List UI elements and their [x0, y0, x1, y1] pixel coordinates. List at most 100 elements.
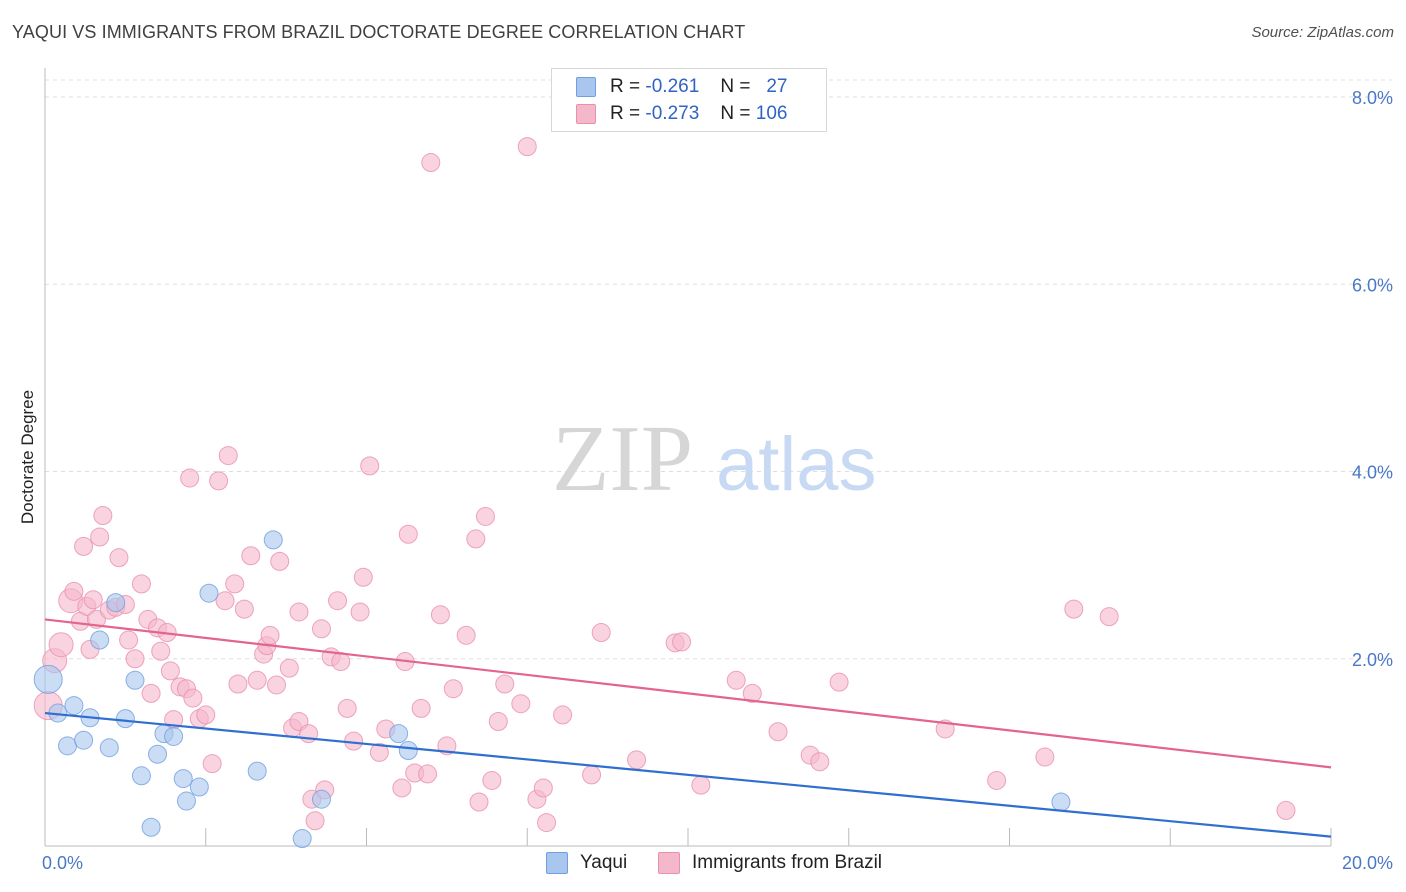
- y-tick-label: 2.0%: [1352, 650, 1393, 670]
- brazil-point: [582, 765, 602, 785]
- yaqui-point: [115, 709, 135, 729]
- yaqui-point: [74, 730, 94, 750]
- brazil-point: [469, 792, 489, 812]
- legend-r-value: -0.261: [645, 76, 700, 97]
- yaqui-swatch: [576, 77, 596, 97]
- chart-title: YAQUI VS IMMIGRANTS FROM BRAZIL DOCTORAT…: [12, 22, 746, 42]
- brazil-point: [270, 551, 290, 571]
- brazil-legend-swatch: [658, 852, 680, 874]
- y-axis-label: Doctorate Degree: [18, 390, 37, 524]
- yaqui-trend-line: [44, 711, 1332, 838]
- brazil-point: [1064, 599, 1084, 619]
- legend-label-yaqui: Yaqui: [580, 852, 628, 873]
- brazil-point: [74, 536, 94, 556]
- legend-n-value: 106: [755, 103, 788, 124]
- brazil-point: [131, 574, 151, 594]
- brazil-point: [247, 670, 267, 690]
- brazil-point: [350, 602, 370, 622]
- brazil-point: [305, 811, 325, 831]
- legend-item-brazil[interactable]: Immigrants from Brazil: [658, 852, 882, 874]
- yaqui-point: [292, 829, 312, 849]
- yaqui-point: [131, 766, 151, 786]
- y-tick-label: 6.0%: [1352, 275, 1393, 295]
- brazil-point: [279, 658, 299, 678]
- yaqui-point: [58, 736, 78, 756]
- watermark-zip: ZIP: [552, 407, 693, 511]
- brazil-point: [260, 625, 280, 645]
- brazil-point: [337, 698, 357, 718]
- brazil-point: [987, 770, 1007, 790]
- brazil-point: [482, 770, 502, 790]
- brazil-point: [180, 468, 200, 488]
- brazil-point: [64, 581, 84, 601]
- y-tick-label: 8.0%: [1352, 88, 1393, 108]
- series-legend: Yaqui Immigrants from Brazil: [0, 852, 1406, 878]
- brazil-point: [627, 750, 647, 770]
- brazil-swatch: [576, 104, 596, 124]
- brazil-point: [411, 698, 431, 718]
- legend-r-label: R =: [610, 103, 641, 124]
- yaqui-point: [199, 583, 219, 603]
- brazil-point: [517, 137, 537, 157]
- brazil-point: [398, 524, 418, 544]
- brazil-point: [353, 567, 373, 587]
- legend-item-yaqui[interactable]: Yaqui: [546, 852, 627, 874]
- brazil-point: [488, 711, 508, 731]
- yaqui-point: [176, 791, 196, 811]
- yaqui-point: [99, 738, 119, 758]
- brazil-point: [196, 705, 216, 725]
- brazil-point: [1276, 800, 1296, 820]
- brazil-point: [109, 548, 129, 568]
- brazil-point: [829, 672, 849, 692]
- trend-lines: [44, 618, 1332, 838]
- brazil-point: [83, 590, 103, 610]
- brazil-point: [215, 591, 235, 611]
- brazil-point: [266, 675, 286, 695]
- brazil-point: [160, 661, 180, 681]
- brazil-point: [726, 670, 746, 690]
- brazil-point: [421, 153, 441, 173]
- brazil-point: [141, 683, 161, 703]
- brazil-point: [537, 813, 557, 833]
- source-credit: Source: ZipAtlas.com: [1251, 24, 1394, 41]
- stats-legend: R = -0.261 N = 27 R = -0.273 N = 106: [551, 68, 827, 132]
- brazil-point: [369, 742, 389, 762]
- brazil-point: [392, 778, 412, 798]
- brazil-point: [119, 630, 139, 650]
- yaqui-point: [90, 630, 110, 650]
- y-tick-label: 4.0%: [1352, 463, 1393, 483]
- brazil-point: [225, 574, 245, 594]
- yaqui-point: [173, 769, 193, 789]
- x-tick-label-max: 20.0%: [1342, 853, 1393, 873]
- yaqui-legend-swatch: [546, 852, 568, 874]
- legend-r-label: R =: [610, 76, 641, 97]
- brazil-point: [209, 471, 229, 491]
- yaqui-point: [398, 741, 418, 761]
- brazil-point: [90, 527, 110, 547]
- brazil-point: [311, 619, 331, 639]
- brazil-point: [183, 688, 203, 708]
- yaqui-point: [189, 777, 209, 797]
- brazil-point: [672, 632, 692, 652]
- brazil-point: [1035, 747, 1055, 767]
- legend-n-label: N =: [720, 76, 751, 97]
- brazil-point: [456, 625, 476, 645]
- yaqui-point: [148, 744, 168, 764]
- brazil-point: [48, 632, 74, 658]
- yaqui-point: [247, 761, 267, 781]
- yaqui-point: [164, 726, 184, 746]
- yaqui-point: [33, 664, 63, 694]
- watermark: ZIP atlas: [552, 407, 877, 511]
- yaqui-point: [311, 789, 331, 809]
- brazil-point: [125, 649, 145, 669]
- legend-n-label: N =: [720, 103, 751, 124]
- brazil-point: [768, 722, 788, 742]
- data-points: [33, 137, 1296, 849]
- brazil-point: [418, 764, 438, 784]
- brazil-point: [151, 641, 171, 661]
- brazil-point: [202, 754, 222, 774]
- brazil-point: [810, 752, 830, 772]
- brazil-point: [511, 694, 531, 714]
- tick-labels: 2.0% 4.0% 6.0% 8.0% 0.0% 20.0%: [42, 88, 1393, 873]
